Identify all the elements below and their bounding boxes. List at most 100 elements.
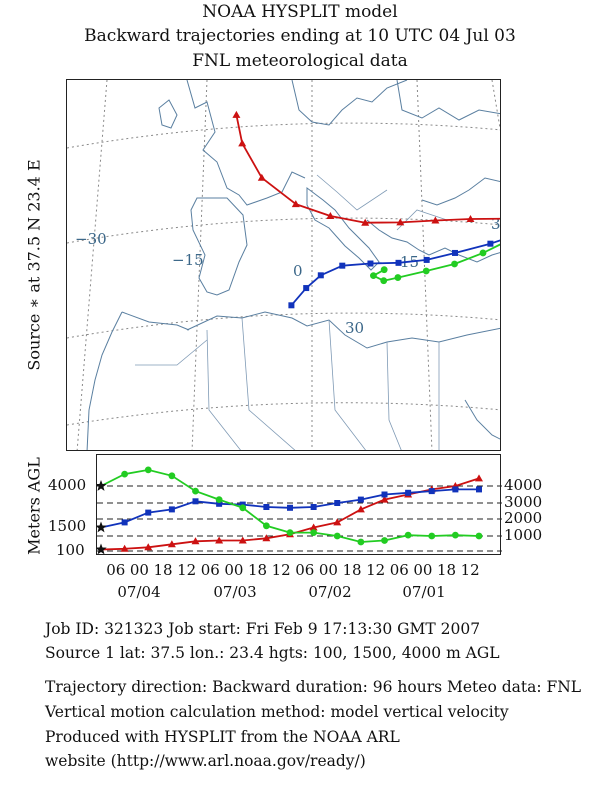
map-point-100-12 xyxy=(232,110,241,118)
chart-title-line-1: NOAA HYSPLIT model xyxy=(202,2,398,22)
x-tick-0: 06 xyxy=(106,561,126,579)
map-point-1500-7 xyxy=(395,259,402,266)
x-date-07-03: 07/03 xyxy=(213,583,257,601)
profile-point-4000-4 xyxy=(192,487,199,495)
x-tick-4: 06 xyxy=(200,561,220,579)
job-info-line-1: Job ID: 321323 Job start: Fri Feb 9 17:1… xyxy=(45,620,481,638)
map-point-1500-11 xyxy=(303,285,310,292)
profile-point-100-11 xyxy=(356,505,365,513)
x-tick-6: 18 xyxy=(247,561,268,579)
grid-label-lon-0: 0 xyxy=(293,262,303,280)
profile-point-1500-7 xyxy=(263,504,270,510)
grid-label-lon-minus-30: −30 xyxy=(75,230,107,248)
map-grid-labels: −30 −15 0 15 30 30 xyxy=(75,215,501,337)
map-point-4000-10 xyxy=(380,266,388,274)
map-point-1500-4 xyxy=(487,240,494,247)
profile-point-4000-11 xyxy=(357,538,365,546)
profile-point-4000-16 xyxy=(475,532,483,540)
profile-point-4000-14 xyxy=(428,532,436,540)
x-tick-10: 18 xyxy=(342,561,362,579)
profile-point-4000-3 xyxy=(168,472,176,480)
profile-point-4000-12 xyxy=(381,537,388,544)
y-tick-right-4000: 4000 xyxy=(504,476,543,494)
profile-point-4000-5 xyxy=(215,496,223,503)
y-tick-left-1500: 1500 xyxy=(48,517,87,535)
map-point-1500-6 xyxy=(423,256,430,263)
profile-point-100-2 xyxy=(144,543,153,551)
x-tick-12: 06 xyxy=(389,561,409,579)
profile-point-100-6 xyxy=(238,536,247,544)
map-point-1500-9 xyxy=(339,262,346,269)
map-point-4000-9 xyxy=(370,272,377,280)
chart-title-line-2: Backward trajectories ending at 10 UTC 0… xyxy=(84,26,516,46)
profile-point-4000-2 xyxy=(144,466,152,474)
x-tick-1: 00 xyxy=(129,561,149,579)
map-point-100-7 xyxy=(361,218,370,226)
profile-reference-lines xyxy=(97,485,502,552)
profile-start-star-4000 xyxy=(97,480,107,491)
profile-point-4000-10 xyxy=(333,532,341,540)
map-graticule xyxy=(67,80,500,450)
profile-line-100 xyxy=(100,477,480,551)
map-point-4000-5 xyxy=(451,260,458,268)
x-tick-5: 00 xyxy=(224,561,244,579)
x-tick-15: 12 xyxy=(460,561,480,579)
profile-point-4000-9 xyxy=(310,529,318,536)
map-point-4000-4 xyxy=(479,249,487,257)
map-point-100-11 xyxy=(238,139,247,147)
profile-point-1500-5 xyxy=(216,500,223,507)
profile-point-1500-15 xyxy=(452,486,459,493)
x-tick-9: 00 xyxy=(318,561,338,579)
map-point-100-9 xyxy=(291,200,300,208)
profile-point-1500-2 xyxy=(145,509,152,516)
profile-point-4000-1 xyxy=(121,470,129,478)
profile-point-4000-15 xyxy=(451,531,459,539)
profile-point-1500-4 xyxy=(192,498,199,505)
profile-point-4000-8 xyxy=(286,529,294,536)
x-tick-13: 00 xyxy=(413,561,433,579)
profile-point-4000-6 xyxy=(239,504,247,512)
profile-point-100-5 xyxy=(215,536,224,544)
job-info-line-5: Produced with HYSPLIT from the NOAA ARL xyxy=(45,728,400,746)
profile-point-1500-8 xyxy=(287,504,293,511)
map-point-100-8 xyxy=(326,212,335,219)
profile-point-100-16 xyxy=(475,474,483,482)
y-tick-left-100: 100 xyxy=(56,541,85,559)
map-trajectories xyxy=(232,110,500,309)
map-canvas: −30 −15 0 15 30 30 xyxy=(67,80,501,450)
grid-label-lon-minus-15: −15 xyxy=(172,251,204,269)
profile-canvas xyxy=(97,466,502,555)
profile-point-100-1 xyxy=(120,544,129,552)
profile-point-100-12 xyxy=(380,495,389,503)
map-point-4000-7 xyxy=(394,274,402,281)
x-tick-14: 18 xyxy=(436,561,457,579)
job-info-line-2: Source 1 lat: 37.5 lon.: 23.4 hgts: 100,… xyxy=(45,644,500,662)
profile-start-star-1500 xyxy=(97,521,107,533)
map-point-1500-10 xyxy=(317,272,324,279)
profile-point-1500-12 xyxy=(381,491,388,498)
x-date-07-04: 07/04 xyxy=(117,583,161,601)
map-point-100-4 xyxy=(466,214,475,222)
map-point-100-5 xyxy=(431,216,440,224)
map-point-100-6 xyxy=(396,218,405,226)
map-coastlines xyxy=(86,80,500,450)
map-track-100 xyxy=(235,114,500,224)
profile-point-4000-7 xyxy=(262,522,270,530)
map-point-1500-12 xyxy=(288,302,295,309)
y-axis-label: Meters AGL xyxy=(24,457,44,555)
map-point-1500-8 xyxy=(367,260,374,267)
job-info-line-3: Trajectory direction: Backward duration:… xyxy=(45,678,582,696)
profile-point-100-7 xyxy=(262,534,271,542)
profile-start-star-100 xyxy=(97,543,107,555)
x-tick-8: 06 xyxy=(295,561,315,579)
map-point-4000-8 xyxy=(380,277,388,285)
x-tick-7: 12 xyxy=(271,561,291,579)
x-date-07-02: 07/02 xyxy=(308,583,352,601)
job-info-line-6: website (http://www.arl.noaa.gov/ready/) xyxy=(45,752,366,770)
profile-point-100-10 xyxy=(333,518,342,526)
grid-label-lon-30: 30 xyxy=(491,215,501,233)
map-point-4000-6 xyxy=(422,267,430,275)
x-tick-11: 12 xyxy=(366,561,386,579)
y-tick-right-3000: 3000 xyxy=(504,493,543,511)
profile-point-1500-16 xyxy=(476,486,482,493)
